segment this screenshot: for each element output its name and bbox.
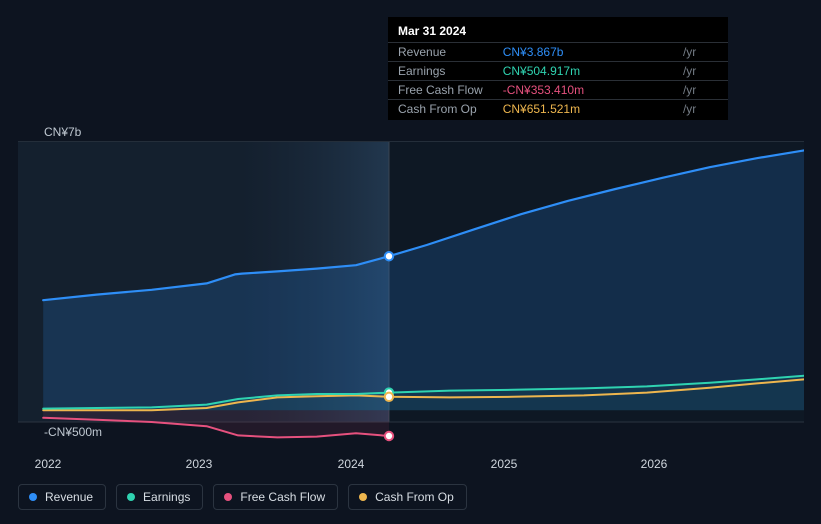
legend-item-cash-from-op[interactable]: Cash From Op <box>348 484 467 510</box>
legend-dot-icon <box>29 493 37 501</box>
legend-item-revenue[interactable]: Revenue <box>18 484 106 510</box>
x-axis-label: 2026 <box>641 457 668 471</box>
chart-plot[interactable] <box>0 0 821 524</box>
legend: Revenue Earnings Free Cash Flow Cash Fro… <box>18 484 467 510</box>
legend-dot-icon <box>127 493 135 501</box>
x-axis-label: 2024 <box>338 457 365 471</box>
legend-label: Free Cash Flow <box>240 490 325 504</box>
x-axis-label: 2022 <box>35 457 62 471</box>
legend-label: Cash From Op <box>375 490 454 504</box>
legend-label: Earnings <box>143 490 190 504</box>
legend-label: Revenue <box>45 490 93 504</box>
legend-item-earnings[interactable]: Earnings <box>116 484 203 510</box>
legend-item-free-cash-flow[interactable]: Free Cash Flow <box>213 484 338 510</box>
x-axis-label: 2025 <box>491 457 518 471</box>
legend-dot-icon <box>359 493 367 501</box>
chart-root: Mar 31 2024 RevenueCN¥3.867b/yr Earnings… <box>0 0 821 524</box>
legend-dot-icon <box>224 493 232 501</box>
x-axis-label: 2023 <box>186 457 213 471</box>
